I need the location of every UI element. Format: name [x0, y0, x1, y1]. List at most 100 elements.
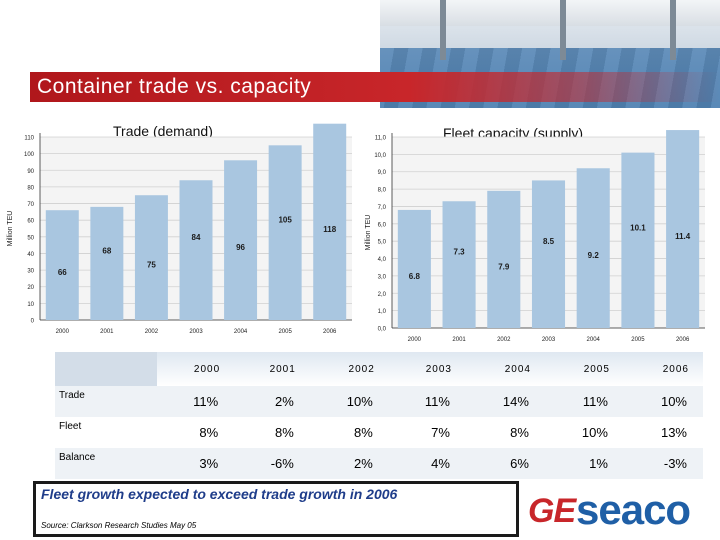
trade-xtick-label: 2005	[278, 329, 292, 335]
fleet-data-label: 8.5	[543, 237, 555, 246]
chart-title-trade: Trade (demand)	[113, 123, 213, 139]
fleet-bar	[397, 209, 431, 328]
fleet-bar	[666, 130, 700, 328]
fleet-xtick-label: 2002	[497, 337, 511, 343]
fleet-bar	[531, 180, 566, 328]
fleet-ytick-label: 7,0	[378, 205, 387, 211]
table-cell: 11%	[388, 386, 466, 417]
table-cell: 10%	[544, 417, 624, 448]
trade-bar	[313, 123, 347, 320]
trade-ytick-label: 60	[27, 219, 34, 225]
year-header: 2001	[234, 352, 310, 386]
year-header: 2005	[544, 352, 624, 386]
trade-data-label: 118	[323, 225, 336, 234]
geseaco-logo: GE seaco	[524, 484, 714, 536]
year-header: 2004	[465, 352, 545, 386]
trade-data-label: 96	[236, 243, 245, 252]
fleet-bar	[487, 190, 521, 328]
fleet-xtick-label: 2003	[542, 337, 556, 343]
trade-xtick-label: 2006	[323, 329, 337, 335]
fleet-ytick-label: 9,0	[378, 170, 387, 176]
table-cell: -3%	[623, 448, 703, 479]
trade-bar	[179, 180, 213, 320]
fleet-bar	[442, 201, 476, 328]
fleet-ytick-label: 6,0	[378, 222, 387, 228]
table-cell: 4%	[388, 448, 466, 479]
fleet-xtick-label: 2001	[452, 337, 466, 343]
logo-ge: GE	[528, 492, 576, 530]
trade-xtick-label: 2002	[145, 329, 159, 335]
year-header: 2002	[309, 352, 389, 386]
trade-data-label: 66	[58, 268, 67, 277]
trade-data-label: 75	[147, 261, 156, 270]
fleet-data-label: 11.4	[675, 232, 691, 241]
table-row: Balance 3% -6% 2% 4% 6% 1% -3%	[55, 448, 703, 479]
fleet-ytick-label: 0,0	[378, 327, 387, 333]
table-cell: 13%	[623, 417, 703, 448]
table-cell: 8%	[157, 417, 235, 448]
table-cell: 2%	[309, 448, 389, 479]
trade-xtick-label: 2001	[100, 329, 114, 335]
trade-y-axis-label: Million TEU	[7, 211, 14, 247]
table-cell: 7%	[388, 417, 466, 448]
table-cell: 11%	[544, 386, 624, 417]
conclusion-text: Fleet growth expected to exceed trade gr…	[41, 486, 398, 502]
fleet-data-label: 6.8	[409, 272, 421, 281]
trade-bar	[268, 145, 302, 320]
row-label-trade: Trade	[55, 386, 157, 417]
fleet-xtick-label: 2000	[408, 337, 422, 343]
trade-bar	[224, 160, 258, 320]
charts-area: 0 10 20 30 40 50 60 70 80 90 100 110 Million TEU 66 20…	[7, 123, 705, 343]
fleet-y-axis-label: Million TEU	[365, 215, 372, 251]
fleet-data-label: 7.3	[454, 248, 466, 257]
year-header: 2003	[388, 352, 466, 386]
trade-ytick-label: 0	[31, 319, 35, 325]
fleet-xtick-label: 2005	[631, 337, 645, 343]
year-header: 2006	[623, 352, 703, 386]
trade-bar	[90, 206, 124, 320]
source-note: Source: Clarkson Research Studies May 05	[41, 521, 197, 530]
fleet-ytick-label: 5,0	[378, 240, 387, 246]
fleet-data-label: 9.2	[588, 251, 600, 260]
table-cell: 10%	[623, 386, 703, 417]
page-title: Container trade vs. capacity	[37, 75, 312, 98]
trade-xtick-label: 2000	[56, 329, 70, 335]
table-cell: 14%	[465, 386, 545, 417]
fleet-ytick-label: 1,0	[378, 309, 387, 315]
trade-ytick-label: 90	[27, 169, 34, 175]
trade-ytick-label: 20	[27, 285, 34, 291]
table-cell: 11%	[157, 386, 235, 417]
trade-ytick-label: 40	[27, 252, 34, 258]
trade-xtick-label: 2004	[234, 329, 248, 335]
table-cell: 2%	[234, 386, 310, 417]
trade-ytick-label: 110	[24, 136, 34, 142]
table-cell: 3%	[157, 448, 235, 479]
table-cell: 8%	[234, 417, 310, 448]
fleet-data-label: 7.9	[498, 262, 510, 271]
conclusion-box: Fleet growth expected to exceed trade gr…	[33, 481, 519, 537]
fleet-ytick-label: 10,0	[374, 153, 386, 159]
table-cell: 10%	[309, 386, 389, 417]
table-cell: 6%	[465, 448, 545, 479]
table-cell: 1%	[544, 448, 624, 479]
growth-table: 2000 2001 2002 2003 2004 2005 2006 Trade…	[55, 352, 703, 479]
trade-ytick-label: 30	[27, 269, 34, 275]
table-cell: 8%	[309, 417, 389, 448]
fleet-ytick-label: 3,0	[378, 274, 387, 280]
trade-bar	[134, 195, 168, 320]
table-row: Fleet 8% 8% 8% 7% 8% 10% 13%	[55, 417, 703, 448]
table-cell: 8%	[465, 417, 545, 448]
row-label-balance: Balance	[55, 448, 157, 479]
row-label-fleet: Fleet	[55, 417, 157, 448]
title-bar: Container trade vs. capacity	[30, 72, 720, 102]
logo-seaco: seaco	[576, 486, 691, 533]
trade-data-label: 84	[192, 233, 201, 242]
fleet-data-label: 10.1	[630, 223, 646, 232]
fleet-ytick-label: 8,0	[378, 188, 387, 194]
fleet-ytick-label: 11,0	[375, 136, 387, 142]
fleet-xtick-label: 2006	[676, 337, 690, 343]
trade-data-label: 68	[102, 246, 111, 255]
trade-ytick-label: 10	[27, 302, 34, 308]
trade-xtick-label: 2003	[189, 329, 203, 335]
fleet-ytick-label: 2,0	[378, 292, 387, 298]
